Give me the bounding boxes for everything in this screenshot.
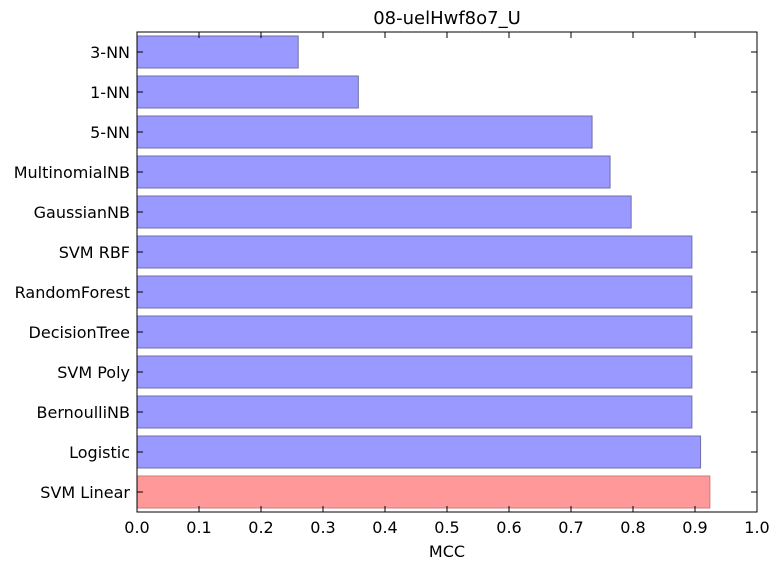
x-tick-label: 0.3 [310,518,335,537]
x-tick-label: 1.0 [744,518,769,537]
bar-1-nn [136,75,359,109]
bar-svm-rbf [136,235,693,269]
y-tick-label: 3-NN [90,43,130,62]
y-tick-label: Logistic [69,443,130,462]
bars-group [136,35,711,509]
bar-logistic [136,435,702,469]
y-tick-label: SVM Poly [57,363,130,382]
y-tick-label: GaussianNB [34,203,130,222]
y-tick-label: RandomForest [15,283,130,302]
bar-3-nn [136,35,299,69]
y-tick-label: SVM RBF [59,243,130,262]
x-tick-label: 0.7 [558,518,583,537]
y-tick-label: 5-NN [90,123,130,142]
y-tick-label: 1-NN [90,83,130,102]
bar-5-nn [136,115,593,149]
y-tick-label: DecisionTree [29,323,130,342]
bar-svm-linear [136,475,711,509]
x-tick-label: 0.5 [434,518,459,537]
y-tick-label: SVM Linear [40,483,130,502]
x-tick-label: 0.9 [682,518,707,537]
x-tick-label: 0.2 [248,518,273,537]
bar-randomforest [136,275,693,309]
y-tick-label: BernoulliNB [37,403,130,422]
bar-gaussiannb [136,195,632,229]
x-tick-label: 0.6 [496,518,521,537]
x-tick-label: 0.0 [124,518,149,537]
y-axis: 3-NN 1-NN 5-NN MultinomialNB GaussianNB SVM R… [14,43,757,502]
bar-bernoullinb [136,395,693,429]
x-tick-label: 0.1 [186,518,211,537]
plot-frame [136,31,758,513]
bar-svm-poly [136,355,693,389]
x-tick-label: 0.8 [620,518,645,537]
chart-title: 08-uelHwf8o7_U [373,8,521,29]
x-axis: 0.0 0.1 0.2 0.3 0.4 0.5 0.6 0.7 0.8 0.9 1.0 [124,32,770,537]
x-axis-label: MCC [429,542,465,561]
bar-decisiontree [136,315,693,349]
y-tick-label: MultinomialNB [14,163,130,182]
x-tick-label: 0.4 [372,518,397,537]
bar-multinomialnb [136,155,611,189]
